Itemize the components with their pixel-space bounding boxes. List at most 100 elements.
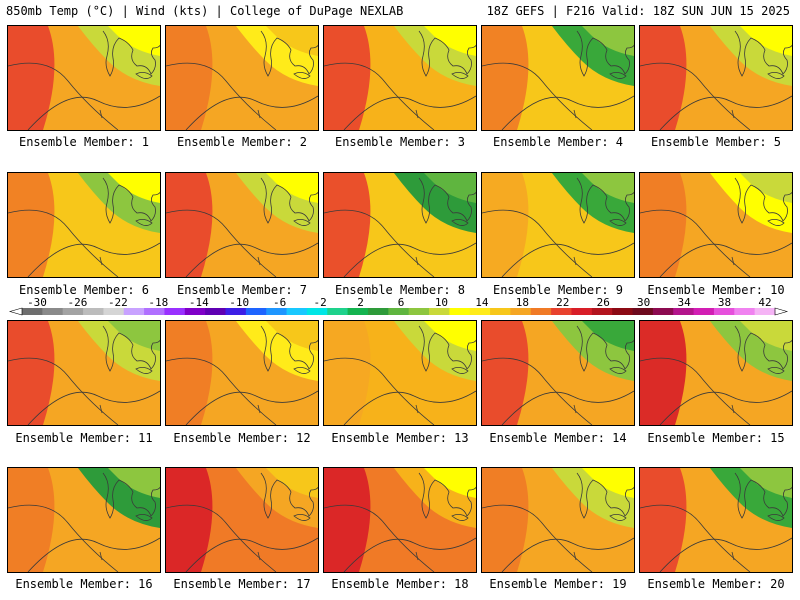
member-label: Ensemble Member: 9 bbox=[492, 283, 624, 297]
state-border bbox=[99, 404, 103, 414]
member-label: Ensemble Member: 15 bbox=[647, 431, 785, 445]
cool-core bbox=[424, 173, 476, 203]
colorbar-segment bbox=[551, 308, 572, 315]
warm-region bbox=[166, 173, 213, 277]
contour-line bbox=[185, 95, 318, 130]
colorbar-tick-label: -6 bbox=[273, 297, 286, 309]
lake-outline bbox=[451, 219, 469, 226]
great-lakes-outline bbox=[418, 472, 476, 519]
contour-line bbox=[659, 242, 792, 277]
colorbar-segment bbox=[469, 308, 491, 315]
temperature-field bbox=[482, 173, 634, 277]
warm-region bbox=[482, 26, 529, 130]
colorbar-tick-label: 2 bbox=[357, 297, 364, 309]
temperature-field bbox=[324, 173, 476, 277]
warm-region bbox=[324, 321, 371, 425]
temperature-field bbox=[482, 26, 634, 130]
member-label: Ensemble Member: 19 bbox=[489, 577, 627, 591]
cool-core bbox=[108, 321, 160, 351]
temperature-field bbox=[8, 173, 160, 277]
member-map-panel bbox=[165, 172, 319, 278]
colorbar-segment bbox=[490, 308, 511, 315]
colorbar-tick-label: 34 bbox=[677, 297, 691, 309]
colorbar-tick-label: -18 bbox=[148, 297, 168, 309]
warm-region bbox=[482, 468, 529, 572]
contour-line bbox=[501, 390, 634, 425]
state-border bbox=[257, 256, 261, 266]
temperature-field bbox=[166, 173, 318, 277]
state-border bbox=[731, 109, 735, 119]
member-map-panel bbox=[639, 320, 793, 426]
contour-line bbox=[501, 242, 634, 277]
warm-region bbox=[8, 173, 55, 277]
cool-core bbox=[108, 173, 160, 203]
colorbar-tick-label: -10 bbox=[229, 297, 249, 309]
great-lakes-outline bbox=[418, 177, 476, 224]
colorbar-segment bbox=[205, 308, 227, 315]
colorbar-segment bbox=[144, 308, 165, 315]
member-label: Ensemble Member: 1 bbox=[18, 135, 150, 149]
colorbar-segment bbox=[612, 308, 634, 315]
state-border bbox=[415, 256, 419, 266]
state-border bbox=[415, 404, 419, 414]
contour-line bbox=[27, 95, 160, 130]
cool-core bbox=[740, 173, 792, 203]
temperature-field bbox=[8, 321, 160, 425]
contour-line bbox=[343, 537, 476, 572]
state-border bbox=[731, 256, 735, 266]
cool-core bbox=[740, 26, 792, 56]
member-label: Ensemble Member: 7 bbox=[176, 283, 308, 297]
warm-region bbox=[482, 173, 529, 277]
great-lakes-outline bbox=[260, 325, 318, 372]
lake-outline bbox=[767, 72, 785, 79]
warm-region bbox=[640, 173, 687, 277]
great-lakes-outline bbox=[260, 472, 318, 519]
lake-outline bbox=[767, 367, 785, 374]
state-border bbox=[573, 256, 577, 266]
state-border bbox=[731, 404, 735, 414]
contour-line bbox=[185, 537, 318, 572]
colorbar-segment bbox=[347, 308, 369, 315]
lake-outline bbox=[135, 367, 153, 374]
temperature-field bbox=[8, 26, 160, 130]
member-map-panel bbox=[7, 172, 161, 278]
member-map-panel bbox=[481, 320, 635, 426]
cool-core bbox=[424, 26, 476, 56]
warm-region bbox=[166, 321, 213, 425]
great-lakes-outline bbox=[418, 325, 476, 372]
colorbar-tick-label: -2 bbox=[313, 297, 326, 309]
colorbar-tick-label: -22 bbox=[108, 297, 128, 309]
warm-region bbox=[166, 26, 213, 130]
contour-line bbox=[185, 242, 318, 277]
warm-region bbox=[324, 468, 371, 572]
state-border bbox=[257, 551, 261, 561]
colorbar-segment bbox=[408, 308, 430, 315]
lake-outline bbox=[609, 514, 627, 521]
member-map-panel bbox=[323, 467, 477, 573]
great-lakes-outline bbox=[260, 30, 318, 77]
colorbar-segment bbox=[530, 308, 552, 315]
colorbar-segment bbox=[103, 308, 125, 315]
colorbar-segment bbox=[266, 308, 288, 315]
member-label: Ensemble Member: 20 bbox=[647, 577, 785, 591]
map-title: 850mb Temp (°C) | Wind (kts) | College o… bbox=[6, 4, 404, 18]
member-label: Ensemble Member: 8 bbox=[334, 283, 466, 297]
colorbar-tick-label: 26 bbox=[597, 297, 610, 309]
member-label: Ensemble Member: 4 bbox=[492, 135, 624, 149]
member-map-panel bbox=[481, 25, 635, 131]
temperature-field bbox=[166, 321, 318, 425]
state-border bbox=[415, 109, 419, 119]
member-label: Ensemble Member: 12 bbox=[173, 431, 311, 445]
colorbar-segment bbox=[429, 308, 450, 315]
lake-outline bbox=[451, 367, 469, 374]
colorbar-tick-label: -30 bbox=[27, 297, 47, 309]
great-lakes-outline bbox=[576, 472, 634, 519]
colorbar-segment bbox=[571, 308, 593, 315]
member-label: Ensemble Member: 18 bbox=[331, 577, 469, 591]
colorbar-segment bbox=[327, 308, 349, 315]
cool-core bbox=[108, 468, 160, 498]
member-map-panel bbox=[323, 25, 477, 131]
contour-line bbox=[659, 537, 792, 572]
temperature-colorbar: -30 -26 -22 -18 -14 -10 -6 -2 2 6 10 14 18 22 26 30 34 38… bbox=[8, 297, 789, 316]
colorbar-tick-label: 30 bbox=[637, 297, 650, 309]
